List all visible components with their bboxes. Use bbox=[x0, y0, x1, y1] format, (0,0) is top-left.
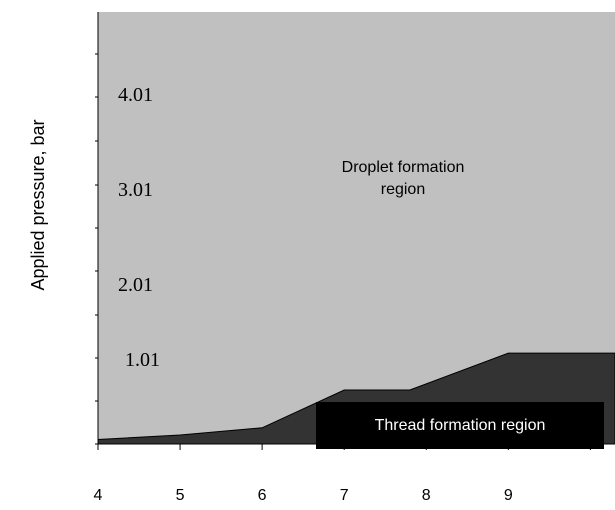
y-axis bbox=[95, 12, 99, 445]
y-value-label: 4.01 bbox=[118, 84, 153, 106]
x-tick-label: 7 bbox=[340, 487, 349, 504]
droplet-region-label-line: region bbox=[381, 181, 425, 198]
x-tick-label: 5 bbox=[176, 487, 185, 504]
thread-region-label: Thread formation region bbox=[375, 417, 546, 434]
x-tick-label: 8 bbox=[422, 487, 431, 504]
x-tick-label: 9 bbox=[504, 487, 513, 504]
droplet-region-label: Droplet formation region bbox=[342, 159, 465, 198]
droplet-region-label-line: Droplet formation bbox=[342, 159, 465, 176]
x-tick-label: 6 bbox=[258, 487, 267, 504]
x-tick-label: 4 bbox=[94, 487, 103, 504]
y-axis-label: Applied pressure, bar bbox=[28, 119, 48, 290]
y-value-label: 1.01 bbox=[125, 349, 160, 371]
y-value-labels: 4.01 3.01 2.01 1.01 bbox=[118, 84, 160, 371]
y-value-label: 3.01 bbox=[118, 179, 153, 201]
thread-region-label-box bbox=[316, 402, 604, 449]
y-value-label: 2.01 bbox=[118, 274, 153, 296]
x-axis: 4 5 6 7 8 9 bbox=[94, 443, 615, 504]
